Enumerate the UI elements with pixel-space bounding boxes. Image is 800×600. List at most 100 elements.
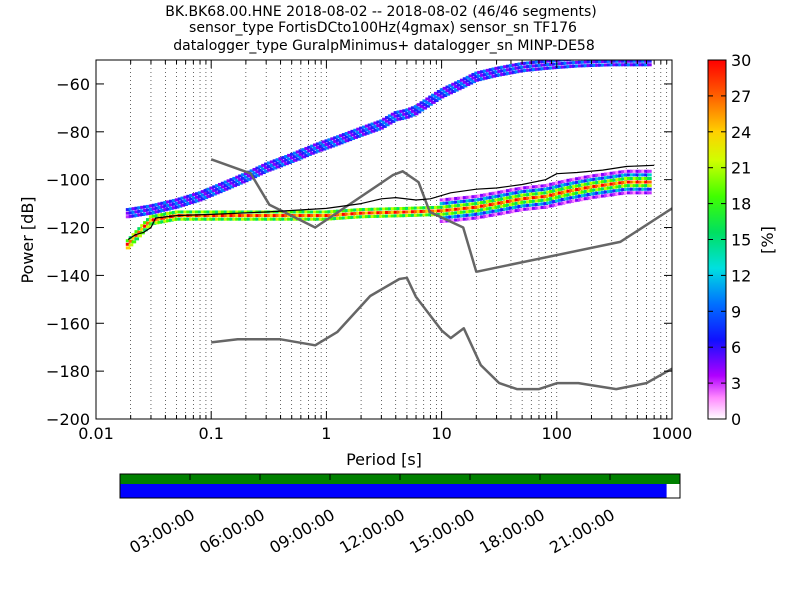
psd-density-cell xyxy=(523,68,528,72)
psd-density-cell xyxy=(295,157,301,161)
psd-density-cell xyxy=(468,195,474,199)
psd-density-cell xyxy=(408,210,413,214)
psd-density-cell xyxy=(436,97,442,101)
psd-density-cell xyxy=(471,216,477,220)
psd-density-cell xyxy=(531,185,537,189)
psd-density-cell xyxy=(134,213,140,217)
psd-density-cell xyxy=(520,197,525,201)
psd-density-cell xyxy=(638,56,643,59)
psd-density-cell xyxy=(540,198,546,202)
psd-density-cell xyxy=(601,187,606,191)
psd-density-cell xyxy=(612,189,618,193)
psd-density-cell xyxy=(606,186,612,190)
psd-density-cell xyxy=(485,214,491,218)
psd-density-cell xyxy=(171,206,177,210)
psd-density-cell xyxy=(408,114,413,118)
psd-density-cell xyxy=(148,215,154,219)
psd-density-cell xyxy=(428,95,433,99)
psd-density-cell xyxy=(526,196,531,200)
psd-density-cell xyxy=(583,186,589,190)
psd-density-cell xyxy=(330,217,335,221)
psd-density-cell xyxy=(217,217,223,221)
psd-density-cell xyxy=(341,140,347,144)
psd-density-cell xyxy=(557,187,563,191)
psd-density-cell xyxy=(454,204,459,208)
psd-density-cell xyxy=(583,182,589,186)
psd-density-cell xyxy=(477,201,482,205)
psd-density-cell xyxy=(390,116,396,120)
psd-density-cell xyxy=(359,211,364,215)
psd-density-cell xyxy=(278,217,284,221)
psd-density-cell xyxy=(531,203,537,207)
psd-density-cell xyxy=(318,141,324,145)
psd-density-cell xyxy=(431,205,436,209)
psd-density-cell xyxy=(448,201,453,205)
psd-density-cell xyxy=(128,243,134,247)
psd-density-cell xyxy=(465,210,471,214)
psd-density-cell xyxy=(356,215,361,219)
psd-density-cell xyxy=(370,207,376,211)
psd-density-cell xyxy=(356,127,361,131)
psd-density-cell xyxy=(125,208,131,212)
psd-density-cell xyxy=(508,64,514,68)
psd-density-cell xyxy=(128,207,134,211)
psd-density-cell xyxy=(557,62,563,66)
psd-density-cell xyxy=(451,197,456,201)
psd-density-cell xyxy=(629,169,635,173)
psd-density-cell xyxy=(304,150,309,154)
psd-density-cell xyxy=(200,197,206,201)
psd-density-cell xyxy=(577,194,583,198)
x-tick-label: 10 xyxy=(431,424,451,443)
psd-density-cell xyxy=(641,180,646,184)
psd-density-cell xyxy=(580,64,586,68)
psd-density-cell xyxy=(598,187,603,191)
psd-density-cell xyxy=(534,64,540,68)
psd-density-cell xyxy=(200,210,206,214)
psd-density-cell xyxy=(163,204,168,208)
psd-density-cell xyxy=(505,71,511,75)
psd-density-cell xyxy=(275,165,281,169)
psd-density-cell xyxy=(626,60,632,63)
psd-density-cell xyxy=(261,171,266,175)
psd-density-cell xyxy=(540,202,546,206)
psd-density-cell xyxy=(606,175,612,179)
psd-density-cell xyxy=(632,191,638,195)
psd-density-cell xyxy=(543,198,549,202)
psd-density-cell xyxy=(269,163,275,167)
psd-density-cell xyxy=(540,63,546,67)
psd-density-cell xyxy=(468,199,474,203)
psd-density-cell xyxy=(595,195,600,199)
psd-density-cell xyxy=(540,205,546,209)
psd-density-cell xyxy=(333,136,338,140)
psd-density-cell xyxy=(194,192,200,196)
psd-density-cell xyxy=(636,56,641,59)
psd-density-cell xyxy=(552,62,557,66)
psd-density-cell xyxy=(313,143,318,147)
psd-density-cell xyxy=(517,190,523,194)
psd-density-cell xyxy=(194,217,200,221)
psd-density-cell xyxy=(613,56,618,59)
y-axis-label: Power [dB] xyxy=(18,196,37,283)
psd-density-cell xyxy=(304,217,309,221)
psd-density-cell xyxy=(549,197,554,201)
psd-density-cell xyxy=(624,173,629,177)
psd-density-cell xyxy=(382,124,387,128)
psd-density-cell xyxy=(390,119,396,123)
psd-density-cell xyxy=(603,63,609,67)
psd-density-cell xyxy=(500,200,505,204)
psd-density-cell xyxy=(367,207,373,211)
psd-density-cell xyxy=(580,194,586,198)
y-tick-label: −100 xyxy=(46,171,90,190)
psd-density-cell xyxy=(508,71,514,75)
psd-density-cell xyxy=(151,203,157,207)
psd-density-cell xyxy=(186,217,191,221)
psd-density-cell xyxy=(485,192,491,196)
psd-density-cell xyxy=(258,217,263,221)
psd-density-cell xyxy=(609,175,615,179)
psd-density-cell xyxy=(186,210,191,214)
psd-density-cell xyxy=(607,56,612,59)
psd-density-cell xyxy=(601,194,606,198)
psd-density-cell xyxy=(307,152,312,156)
psd-density-cell xyxy=(459,82,465,86)
title-line-3: datalogger_type GuralpMinimus+ datalogge… xyxy=(173,38,594,54)
